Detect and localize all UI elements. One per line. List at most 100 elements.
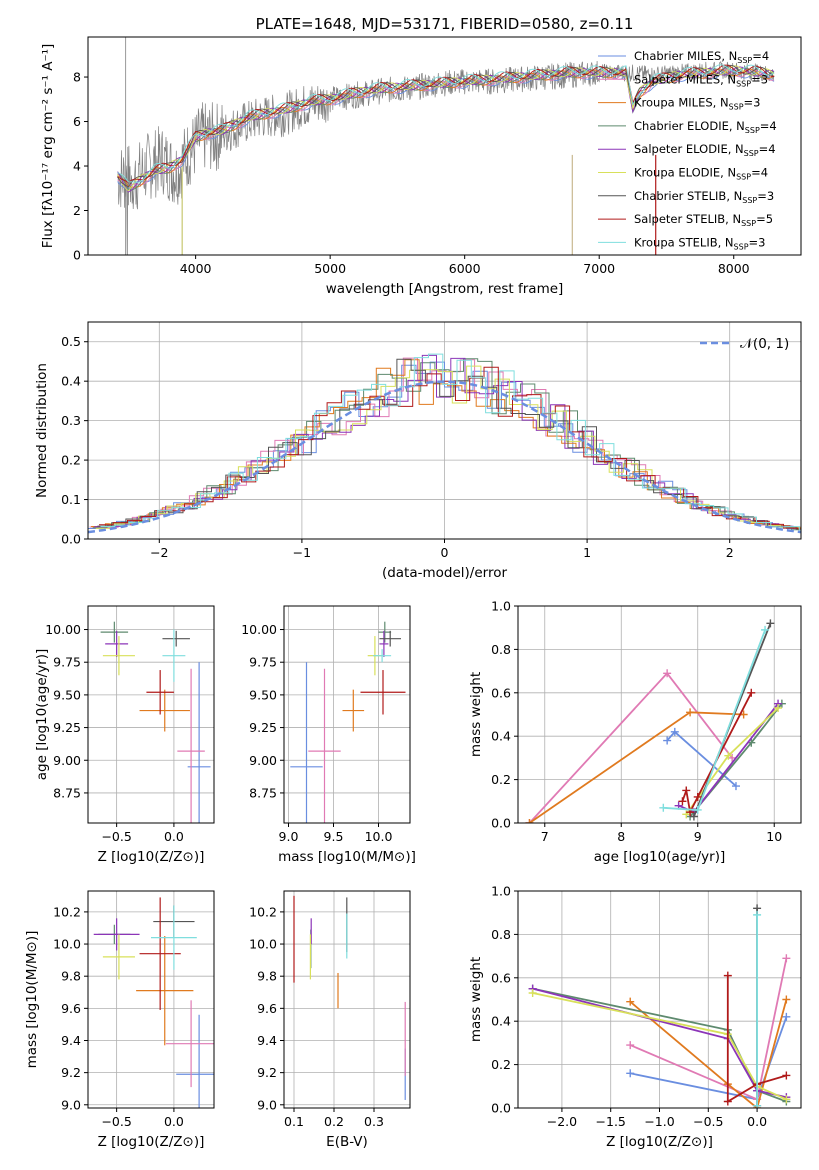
chart-title: PLATE=1648, MJD=53171, FIBERID=0580, z=0… <box>256 15 634 33</box>
axes-frame <box>87 605 215 824</box>
y-tick-label: 2 <box>73 203 81 218</box>
mass-weight-marker <box>678 797 687 806</box>
y-tick-label: 0.4 <box>491 1014 511 1029</box>
x-tick-label: −2.0 <box>547 1114 577 1129</box>
y-axis-label: mass [log10(M/M⊙)] <box>24 931 40 1069</box>
axes-frame <box>517 605 802 824</box>
y-axis-label: age [log10(age/yr)] <box>34 649 50 781</box>
y-tick-label: 0.6 <box>491 970 511 985</box>
mass-weight-line <box>532 992 787 1101</box>
spectrum-panel: 4000 5000 6000 7000 8000 0 2 4 6 8 wavelength [Ang… <box>40 15 802 297</box>
y-tick-label: 0 <box>73 248 81 263</box>
mass-weight-marker <box>723 971 732 980</box>
y-tick-label: 8 <box>73 70 81 85</box>
residual-histogram-step <box>94 354 801 529</box>
x-tick-label: 6000 <box>449 261 481 276</box>
mass-weight-marker <box>761 625 770 634</box>
y-tick-label: 0.0 <box>491 816 511 831</box>
y-tick-label: 9.4 <box>61 1033 81 1048</box>
mass-weight-marker <box>626 1069 635 1078</box>
x-axis-label: mass [log10(M/M⊙)] <box>278 849 416 865</box>
legend-label: Kroupa ELODIE, NSSP=4 <box>634 166 768 182</box>
legend-label: Salpeter STELIB, NSSP=5 <box>634 212 773 228</box>
model-spectrum-line <box>117 64 775 183</box>
y-tick-label: 0.3 <box>61 413 81 428</box>
mass-weight-line <box>629 999 788 1108</box>
x-axis-label: Z [log10(Z/Z⊙)] <box>606 1134 713 1150</box>
model-spectrum-line <box>117 64 775 184</box>
metallicity-mass-weight-panel: −2.0 −1.5 −1.0 −0.5 0.0 0.0 0.2 0.4 0.6 0.8 1.0 Z [… <box>468 884 802 1150</box>
x-tick-label: 4000 <box>180 261 212 276</box>
x-tick-label: 10 <box>766 829 782 844</box>
y-tick-label: 9.00 <box>249 753 277 768</box>
residuals-panel: −2 −1 0 1 2 0.0 0.1 0.2 0.3 0.4 0.5 (data-model)/er… <box>34 321 802 581</box>
x-tick-label: 9.5 <box>324 829 344 844</box>
y-tick-label: 9.00 <box>53 753 81 768</box>
x-axis-label: (data-model)/error <box>382 565 508 581</box>
errorbar-plot-area <box>100 621 211 823</box>
x-tick-label: 8000 <box>718 261 750 276</box>
y-tick-label: 6 <box>73 114 81 129</box>
x-axis-label: wavelength [Angstrom, rest frame] <box>326 281 564 297</box>
axes-frame <box>517 890 802 1109</box>
mass-weight-marker <box>663 669 672 678</box>
x-axis-label: E(B-V) <box>326 1134 368 1150</box>
y-tick-label: 9.50 <box>249 687 277 702</box>
x-tick-label: 0.0 <box>164 829 184 844</box>
y-tick-label: 10.2 <box>53 904 81 919</box>
spectrum-plot-area <box>117 37 775 255</box>
y-tick-label: 10.00 <box>45 622 81 637</box>
y-tick-label: 1.0 <box>491 599 511 614</box>
legend-label: Salpeter MILES, NSSP=3 <box>634 72 768 88</box>
mass-weight-marker <box>753 1101 762 1108</box>
x-axis-label: age [log10(age/yr)] <box>594 849 726 865</box>
mass-weight-marker <box>723 1097 732 1106</box>
mass-weight-line <box>726 975 787 1104</box>
y-tick-label: 0.8 <box>491 642 511 657</box>
y-tick-label: 0.0 <box>61 532 81 547</box>
y-tick-label: 10.2 <box>249 904 277 919</box>
x-tick-label: 7 <box>541 829 549 844</box>
mass-weight-marker <box>747 688 756 697</box>
model-spectrum-line <box>117 64 775 188</box>
mass-weight-marker <box>686 708 695 717</box>
y-tick-label: 9.8 <box>257 969 277 984</box>
x-tick-label: 8 <box>617 829 625 844</box>
y-tick-label: 9.0 <box>257 1097 277 1112</box>
axes-frame <box>283 605 411 824</box>
x-tick-label: 9.0 <box>279 829 299 844</box>
model-spectrum-line <box>117 68 775 188</box>
x-tick-label: 0.1 <box>284 1114 304 1129</box>
mass-weight-marker <box>659 803 668 812</box>
x-tick-label: 7000 <box>583 261 615 276</box>
x-tick-label: −1.5 <box>596 1114 626 1129</box>
x-tick-label: 0.0 <box>747 1114 767 1129</box>
y-axis-label: mass weight <box>468 957 484 1042</box>
residual-histogram-step <box>95 365 801 529</box>
errorbar-plot-area <box>293 895 406 1100</box>
y-tick-label: 0.4 <box>491 729 511 744</box>
y-tick-label: 10.0 <box>249 937 277 952</box>
spectrum-legend: Chabrier MILES, NSSP=4 Salpeter MILES, NS… <box>598 49 777 251</box>
y-tick-label: 9.75 <box>249 655 277 670</box>
x-tick-label: 2 <box>726 545 734 560</box>
y-axis-label: Normed distribution <box>34 363 50 498</box>
age-vs-metallicity-panel: −0.5 0.0 8.75 9.00 9.25 9.50 9.75 10.00 Z [log10… <box>34 605 215 865</box>
y-tick-label: 0.2 <box>61 453 81 468</box>
x-tick-label: −1.0 <box>644 1114 674 1129</box>
age-vs-mass-panel: 9.0 9.5 10.0 8.75 9.00 9.25 9.50 9.75 10.00 mass … <box>241 605 416 865</box>
axes-frame <box>283 890 411 1109</box>
x-tick-label: −2 <box>150 545 168 560</box>
y-tick-label: 0.0 <box>491 1101 511 1116</box>
residual-histogram-step <box>97 358 801 530</box>
mass-weight-marker <box>766 619 775 628</box>
residual-histogram-step <box>100 353 801 531</box>
legend-label: 𝒩(0, 1) <box>740 336 789 352</box>
residual-histogram-step <box>92 358 801 531</box>
x-tick-label: 9 <box>694 829 702 844</box>
legend-label: Chabrier MILES, NSSP=4 <box>634 49 769 65</box>
x-tick-label: −0.5 <box>693 1114 723 1129</box>
model-spectrum-line <box>117 67 775 191</box>
y-tick-label: 4 <box>73 159 81 174</box>
